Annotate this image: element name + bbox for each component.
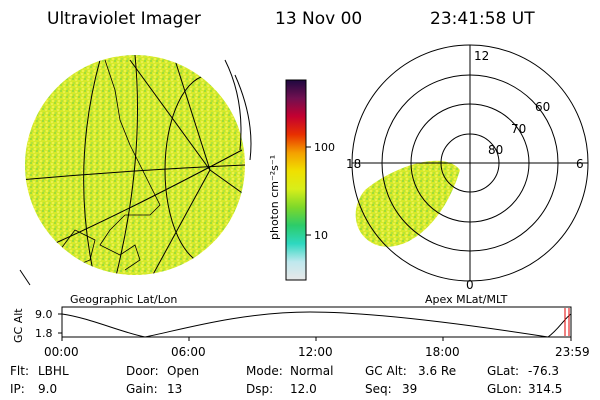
flt-value: LBHL <box>38 364 69 378</box>
mlt-label-18: 18 <box>346 157 361 171</box>
time-label: 23:41:58 UT <box>430 9 535 29</box>
ip-value: 9.0 <box>38 382 57 396</box>
seq-value: 39 <box>402 382 417 396</box>
ip-label: IP: <box>10 382 25 396</box>
date-label: 13 Nov 00 <box>275 9 362 29</box>
lat-line <box>39 149 243 251</box>
mode-label: Mode: <box>246 364 283 378</box>
dsp-label: Dsp: <box>246 382 273 396</box>
lon-line <box>114 55 138 275</box>
colorbar: 100 10 photon cm⁻²s⁻¹ <box>268 79 335 281</box>
lon-line <box>174 59 211 171</box>
gcalt-label: GC Alt: <box>365 364 407 378</box>
lon-line-outer <box>234 74 252 161</box>
colorbar-tick-label: 100 <box>314 141 335 154</box>
mlt-label-6: 6 <box>576 157 584 171</box>
y-tick-label: 9.0 <box>35 308 53 321</box>
glat-value: -76.3 <box>528 364 559 378</box>
status-panel: Flt: LBHL IP: 9.0 Door: Open Gain: 13 Mo… <box>10 364 562 396</box>
glon-label: GLon: <box>487 382 522 396</box>
lon-line <box>129 59 211 171</box>
mlt-label-0: 0 <box>466 278 474 292</box>
mlt-label-12: 12 <box>474 49 489 63</box>
seq-label: Seq: <box>365 382 392 396</box>
lon-line <box>83 59 101 275</box>
gain-value: 13 <box>167 382 182 396</box>
polar-caption: Apex MLat/MLT <box>425 293 508 306</box>
coast-fragment <box>19 269 31 286</box>
mlat-label-60: 60 <box>535 100 550 114</box>
lon-line-outer <box>224 59 242 151</box>
colorbar-scale <box>285 79 307 281</box>
mlat-label-70: 70 <box>511 122 526 136</box>
geo-caption: Geographic Lat/Lon <box>70 293 177 306</box>
flt-label: Flt: <box>10 364 29 378</box>
lat-line <box>25 164 245 181</box>
mode-value: Normal <box>290 364 333 378</box>
mlat-label-80: 80 <box>488 143 503 157</box>
timeline-axis-label: GC Alt <box>12 308 25 343</box>
altitude-curve <box>61 311 572 338</box>
app-title: Ultraviolet Imager <box>47 9 201 29</box>
x-tick-label: 23:59 <box>555 345 590 359</box>
auroral-oval <box>355 160 460 247</box>
geographic-image <box>19 55 252 286</box>
x-tick-label: 12:00 <box>298 345 333 359</box>
dsp-value: 12.0 <box>290 382 317 396</box>
colorbar-tick-label: 10 <box>314 229 328 242</box>
door-label: Door: <box>126 364 159 378</box>
x-tick-label: 06:00 <box>171 345 206 359</box>
x-tick-label: 18:00 <box>425 345 460 359</box>
altitude-timeline: 9.0 1.8 GC Alt 00:00 06:00 12:00 18:00 2… <box>12 306 590 359</box>
door-value: Open <box>167 364 199 378</box>
y-tick-label: 1.8 <box>35 327 53 340</box>
coastline <box>99 59 161 271</box>
glon-value: 314.5 <box>528 382 562 396</box>
polar-plot: 12 6 18 0 60 70 80 <box>346 44 589 292</box>
gcalt-value: 3.6 Re <box>418 364 456 378</box>
lon-line <box>209 169 245 196</box>
colorbar-unit-label: photon cm⁻²s⁻¹ <box>268 155 281 240</box>
lon-line <box>149 169 211 275</box>
x-tick-label: 00:00 <box>44 345 79 359</box>
glat-label: GLat: <box>487 364 519 378</box>
gain-label: Gain: <box>126 382 158 396</box>
timeline-frame <box>61 306 572 338</box>
